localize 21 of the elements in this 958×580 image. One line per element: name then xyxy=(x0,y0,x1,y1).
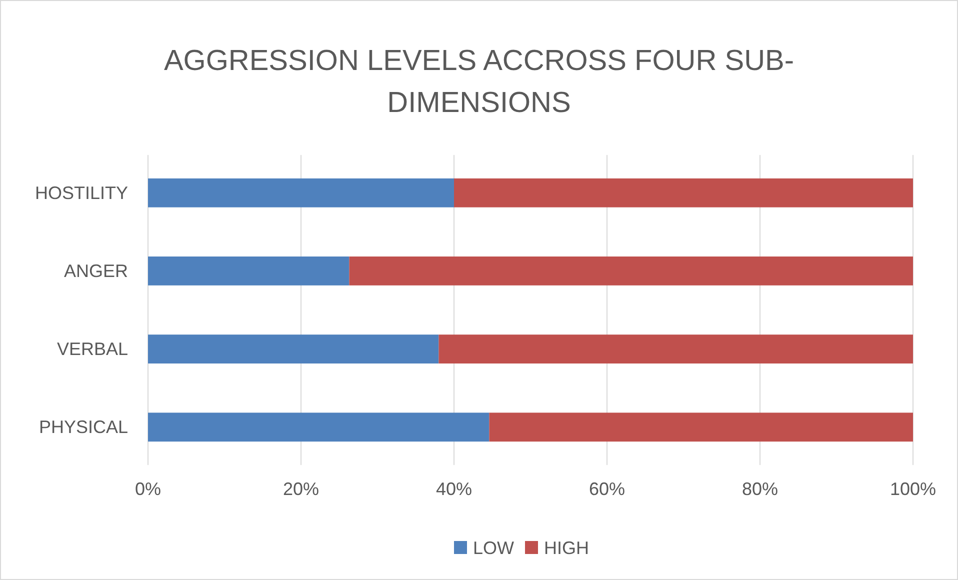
bar xyxy=(454,178,913,208)
legend-label: LOW xyxy=(473,538,514,558)
bar xyxy=(148,412,490,442)
bar xyxy=(349,256,913,286)
bar xyxy=(148,334,439,364)
x-tick-label: 20% xyxy=(282,479,320,499)
x-tick-label: 100% xyxy=(890,479,936,499)
bar xyxy=(438,334,913,364)
y-tick-label: ANGER xyxy=(64,260,128,281)
y-tick-label: HOSTILITY xyxy=(34,182,128,203)
bar xyxy=(148,256,350,286)
y-tick-label: PHYSICAL xyxy=(38,417,128,438)
bar xyxy=(489,412,913,442)
chart-title: AGGRESSION LEVELS ACCROSS FOUR SUB-DIMENSIONS xyxy=(164,45,794,119)
x-tick-label: 0% xyxy=(134,479,162,499)
x-tick-label: 60% xyxy=(588,479,626,499)
x-tick-label: 80% xyxy=(742,479,778,499)
x-tick-label: 40% xyxy=(436,479,472,499)
y-tick-label: VERBAL xyxy=(56,339,128,360)
bar xyxy=(148,178,454,208)
legend-label: HIGH xyxy=(544,538,589,558)
